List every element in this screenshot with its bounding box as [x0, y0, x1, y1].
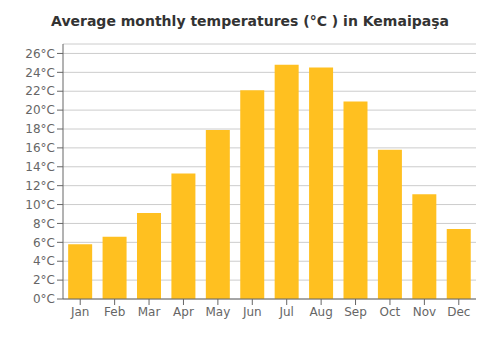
svg-text:22°C: 22°C: [25, 84, 55, 98]
svg-text:Aug: Aug: [309, 305, 332, 319]
svg-text:Mar: Mar: [138, 305, 161, 319]
svg-text:10°C: 10°C: [25, 198, 55, 212]
svg-text:24°C: 24°C: [25, 66, 55, 80]
svg-text:Dec: Dec: [447, 305, 470, 319]
svg-text:Jun: Jun: [242, 305, 262, 319]
svg-text:26°C: 26°C: [25, 47, 55, 61]
svg-text:4°C: 4°C: [33, 254, 55, 268]
svg-text:Apr: Apr: [173, 305, 194, 319]
svg-text:Feb: Feb: [104, 305, 125, 319]
svg-text:18°C: 18°C: [25, 122, 55, 136]
svg-text:Jan: Jan: [70, 305, 90, 319]
svg-text:12°C: 12°C: [25, 179, 55, 193]
svg-text:2°C: 2°C: [33, 273, 55, 287]
svg-text:16°C: 16°C: [25, 141, 55, 155]
svg-text:Jul: Jul: [278, 305, 293, 319]
svg-text:May: May: [205, 305, 230, 319]
svg-text:14°C: 14°C: [25, 160, 55, 174]
svg-text:8°C: 8°C: [33, 217, 55, 231]
svg-text:6°C: 6°C: [33, 236, 55, 250]
svg-text:Oct: Oct: [380, 305, 401, 319]
svg-text:Nov: Nov: [413, 305, 436, 319]
svg-text:0°C: 0°C: [33, 292, 55, 306]
svg-text:Sep: Sep: [344, 305, 367, 319]
svg-text:20°C: 20°C: [25, 103, 55, 117]
html-text:Average monthly temperatures (: Average monthly temperatures (°C ) in Ke…: [51, 13, 449, 29]
